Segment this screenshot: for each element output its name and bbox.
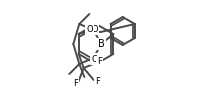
Text: F: F bbox=[73, 79, 78, 87]
Text: O: O bbox=[91, 55, 98, 63]
Text: O: O bbox=[86, 26, 93, 34]
Text: F: F bbox=[95, 77, 100, 86]
Text: B: B bbox=[98, 39, 105, 49]
Text: F: F bbox=[97, 58, 102, 67]
Text: O: O bbox=[91, 24, 98, 34]
